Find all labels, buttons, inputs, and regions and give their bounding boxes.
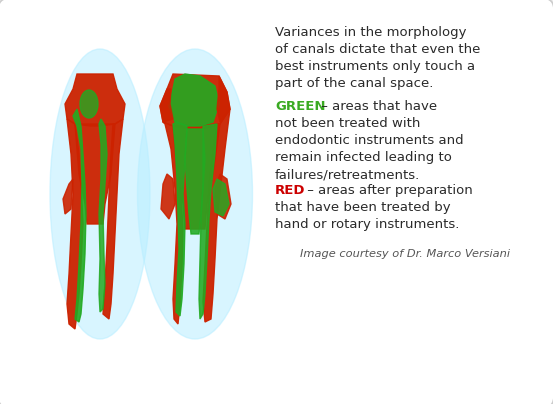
Text: Variances in the morphology: Variances in the morphology bbox=[275, 26, 467, 39]
Text: GREEN: GREEN bbox=[275, 100, 326, 113]
Polygon shape bbox=[161, 174, 175, 219]
Ellipse shape bbox=[80, 90, 98, 118]
Text: not been treated with: not been treated with bbox=[275, 117, 420, 130]
Text: RED: RED bbox=[275, 184, 305, 197]
Ellipse shape bbox=[138, 49, 253, 339]
Polygon shape bbox=[185, 129, 205, 234]
Polygon shape bbox=[199, 124, 217, 319]
Text: that have been treated by: that have been treated by bbox=[275, 201, 451, 214]
Polygon shape bbox=[63, 179, 73, 214]
Text: of canals dictate that even the: of canals dictate that even the bbox=[275, 43, 481, 56]
Polygon shape bbox=[65, 74, 125, 126]
Text: best instruments only touch a: best instruments only touch a bbox=[275, 60, 475, 73]
Text: – areas that have: – areas that have bbox=[317, 100, 437, 113]
Polygon shape bbox=[75, 124, 115, 224]
Polygon shape bbox=[173, 124, 220, 229]
Polygon shape bbox=[67, 119, 83, 329]
Polygon shape bbox=[213, 179, 229, 216]
Polygon shape bbox=[173, 122, 187, 316]
Polygon shape bbox=[160, 89, 173, 122]
Text: endodontic instruments and: endodontic instruments and bbox=[275, 134, 463, 147]
Polygon shape bbox=[217, 76, 230, 122]
Polygon shape bbox=[73, 109, 86, 322]
Ellipse shape bbox=[50, 49, 150, 339]
Text: hand or rotary instruments.: hand or rotary instruments. bbox=[275, 218, 460, 231]
Text: – areas after preparation: – areas after preparation bbox=[303, 184, 473, 197]
Text: Image courtesy of Dr. Marco Versiani: Image courtesy of Dr. Marco Versiani bbox=[300, 249, 510, 259]
Polygon shape bbox=[103, 119, 123, 319]
Polygon shape bbox=[169, 74, 219, 126]
Text: failures/retreatments.: failures/retreatments. bbox=[275, 168, 420, 181]
Polygon shape bbox=[203, 109, 230, 322]
Text: remain infected leading to: remain infected leading to bbox=[275, 151, 452, 164]
Polygon shape bbox=[99, 119, 107, 312]
Polygon shape bbox=[160, 74, 230, 129]
Text: part of the canal space.: part of the canal space. bbox=[275, 77, 434, 90]
Polygon shape bbox=[163, 122, 183, 324]
Polygon shape bbox=[215, 174, 231, 219]
